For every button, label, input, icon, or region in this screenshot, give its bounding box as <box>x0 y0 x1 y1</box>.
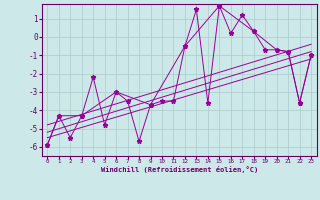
X-axis label: Windchill (Refroidissement éolien,°C): Windchill (Refroidissement éolien,°C) <box>100 166 258 173</box>
